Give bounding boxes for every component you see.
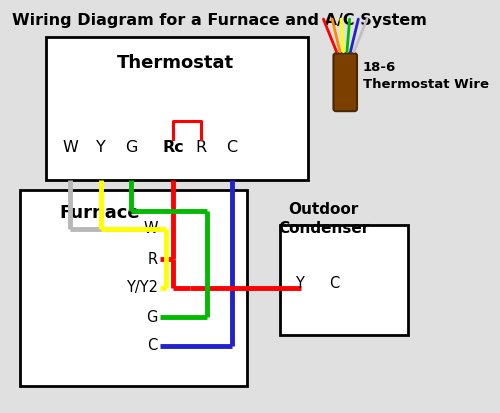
Text: C: C (148, 338, 158, 354)
Text: R: R (148, 252, 158, 267)
Text: Y: Y (96, 140, 106, 155)
FancyBboxPatch shape (334, 53, 357, 111)
Text: Y/Y2: Y/Y2 (126, 280, 158, 295)
Text: W: W (62, 140, 78, 155)
Text: Furnace: Furnace (60, 204, 140, 223)
Text: 18-6
Thermostat Wire: 18-6 Thermostat Wire (362, 61, 488, 91)
Bar (280, 225, 408, 335)
Text: Y: Y (295, 276, 304, 292)
Text: R: R (196, 140, 207, 155)
Text: Outdoor
Condenser: Outdoor Condenser (278, 202, 369, 236)
Bar (46, 38, 308, 180)
Text: G: G (146, 310, 158, 325)
Text: W: W (143, 221, 158, 236)
Text: Wiring Diagram for a Furnace and A/C System: Wiring Diagram for a Furnace and A/C Sys… (12, 13, 426, 28)
Text: Thermostat: Thermostat (116, 54, 234, 72)
Text: Rc: Rc (162, 140, 184, 155)
Bar (20, 190, 247, 386)
Text: G: G (126, 140, 138, 155)
Text: C: C (329, 276, 340, 292)
Text: C: C (226, 140, 237, 155)
